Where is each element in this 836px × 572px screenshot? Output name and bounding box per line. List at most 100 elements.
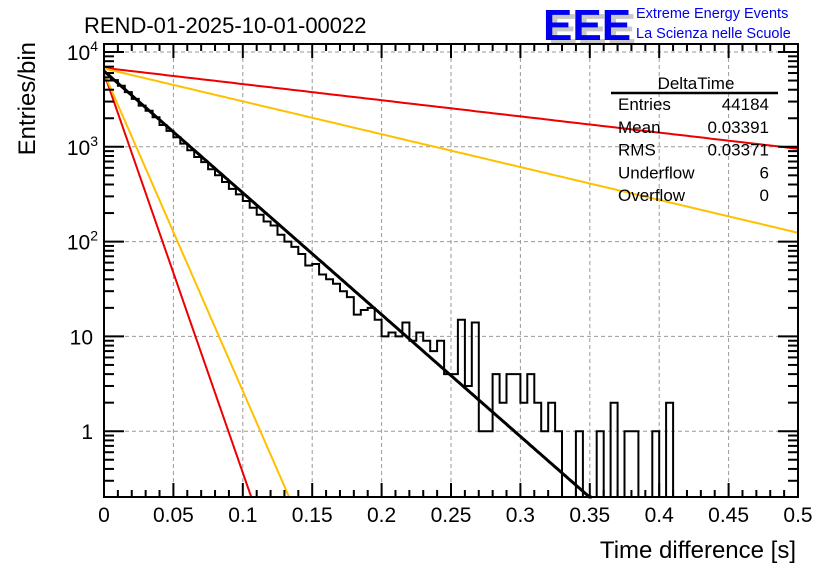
x-tick-label: 0.4 [645, 504, 675, 527]
histogram-bin [312, 264, 319, 497]
stats-label: RMS [618, 141, 656, 160]
fit-curve [103, 69, 592, 499]
histogram-bin [472, 323, 479, 497]
histogram-bin [180, 144, 187, 497]
histogram-bin [493, 374, 500, 497]
x-tick-label: 0.5 [783, 504, 812, 527]
stats-value: 6 [760, 163, 769, 182]
stats-value: 44184 [722, 95, 769, 114]
histogram-bin [507, 374, 514, 497]
histogram-bin [382, 336, 389, 497]
stats-label: Mean [618, 118, 661, 137]
y-tick-label: 102 [67, 228, 98, 255]
x-axis-label: Time difference [s] [600, 537, 796, 564]
histogram-bin [458, 320, 465, 497]
histogram-bin [208, 169, 215, 497]
histogram-bin [652, 431, 659, 497]
histogram-bin [666, 403, 673, 497]
x-tick-label: 0.15 [292, 504, 333, 527]
histogram-bin [631, 431, 638, 497]
histogram-bin [451, 374, 458, 497]
histogram-bin [257, 215, 264, 497]
x-tick-label: 0.05 [153, 504, 194, 527]
histogram-bin [423, 341, 430, 497]
histogram-bin [389, 332, 396, 497]
histogram-bin [201, 162, 208, 497]
histogram-bin [104, 77, 111, 497]
histogram-bin [173, 137, 180, 497]
histogram-bin [402, 323, 409, 497]
y-tick-label: 104 [67, 38, 98, 65]
histogram-bin [375, 320, 382, 497]
logo-line-1: Extreme Energy Events [636, 6, 788, 22]
function-fit-main [103, 69, 592, 499]
histogram-bin [625, 431, 632, 497]
stats-value: 0.03391 [708, 118, 769, 137]
histogram-bin [409, 341, 416, 497]
y-tick-label: 103 [67, 133, 98, 160]
function-shallow-yellow [103, 67, 799, 234]
histogram-bin [305, 265, 312, 497]
histogram-bin [548, 403, 555, 497]
histogram-bin [555, 431, 562, 497]
y-axis-label: Entries/bin [14, 42, 41, 155]
histogram-bin [222, 182, 229, 497]
histogram-bin [416, 332, 423, 497]
histogram-bin [111, 80, 118, 497]
histogram-bin [291, 247, 298, 497]
x-tick-label: 0.35 [569, 504, 610, 527]
histogram-bin [333, 284, 340, 497]
stats-label: Underflow [618, 163, 695, 182]
x-axis: 0 0.05 0.1 0.15 0.2 0.25 0.3 0.35 0.4 0.45 0.5 [98, 44, 813, 527]
histogram-bin [611, 403, 618, 497]
x-tick-label: 0.2 [367, 504, 396, 527]
histogram-bin [465, 386, 472, 497]
stats-value: 0.03371 [708, 141, 769, 160]
histogram-bin [153, 117, 160, 497]
stats-label: Entries [618, 95, 671, 114]
histogram-outline [104, 76, 798, 498]
stats-label: Overflow [618, 186, 686, 205]
x-tick-label: 0.1 [228, 504, 257, 527]
histogram-bin [166, 131, 173, 497]
grid [104, 44, 798, 497]
function-shallow-red [103, 66, 799, 150]
histogram-bin [486, 431, 493, 497]
histogram-bin [479, 431, 486, 497]
logo-line-2: La Scienza nelle Scuole [636, 26, 791, 42]
histogram-bin [354, 315, 361, 497]
eee-logo: EEE EEE Extreme Energy Events La Scienza… [543, 1, 791, 54]
histogram-bin [500, 403, 507, 497]
histogram-bin [243, 201, 250, 497]
y-tick-label: 1 [81, 421, 93, 444]
histogram-bin [430, 351, 437, 497]
histogram-bin [278, 235, 285, 497]
histogram-bin [541, 431, 548, 497]
histogram-bin [298, 254, 305, 497]
histogram-bin [361, 310, 368, 497]
histogram-bin [236, 194, 243, 497]
stats-value: 0 [760, 186, 769, 205]
histogram-bin [250, 208, 257, 497]
histogram-bin [340, 291, 347, 497]
chart-title: REND-01-2025-10-01-00022 [84, 13, 367, 38]
histogram-bin [527, 374, 534, 497]
stats-title: DeltaTime [658, 74, 735, 93]
function-curves [103, 66, 799, 498]
histogram-bin [347, 297, 354, 497]
stats-box: DeltaTime Entries 44184 Mean 0.03391 RMS 0.03… [611, 74, 778, 205]
function-steep-red [103, 72, 253, 498]
histogram-bin [160, 125, 167, 497]
histogram-bin [395, 336, 402, 497]
y-axis: 1 10 102 103 104 [67, 38, 798, 482]
histogram-bin [326, 279, 333, 497]
x-tick-label: 0.3 [506, 504, 535, 527]
histogram-bin [194, 157, 201, 497]
x-tick-label: 0 [98, 504, 110, 527]
histogram-bin [264, 221, 271, 497]
histogram-bin [319, 274, 326, 497]
histogram-bin [444, 374, 451, 497]
y-tick-label: 10 [70, 326, 93, 349]
histogram-bin [520, 403, 527, 497]
